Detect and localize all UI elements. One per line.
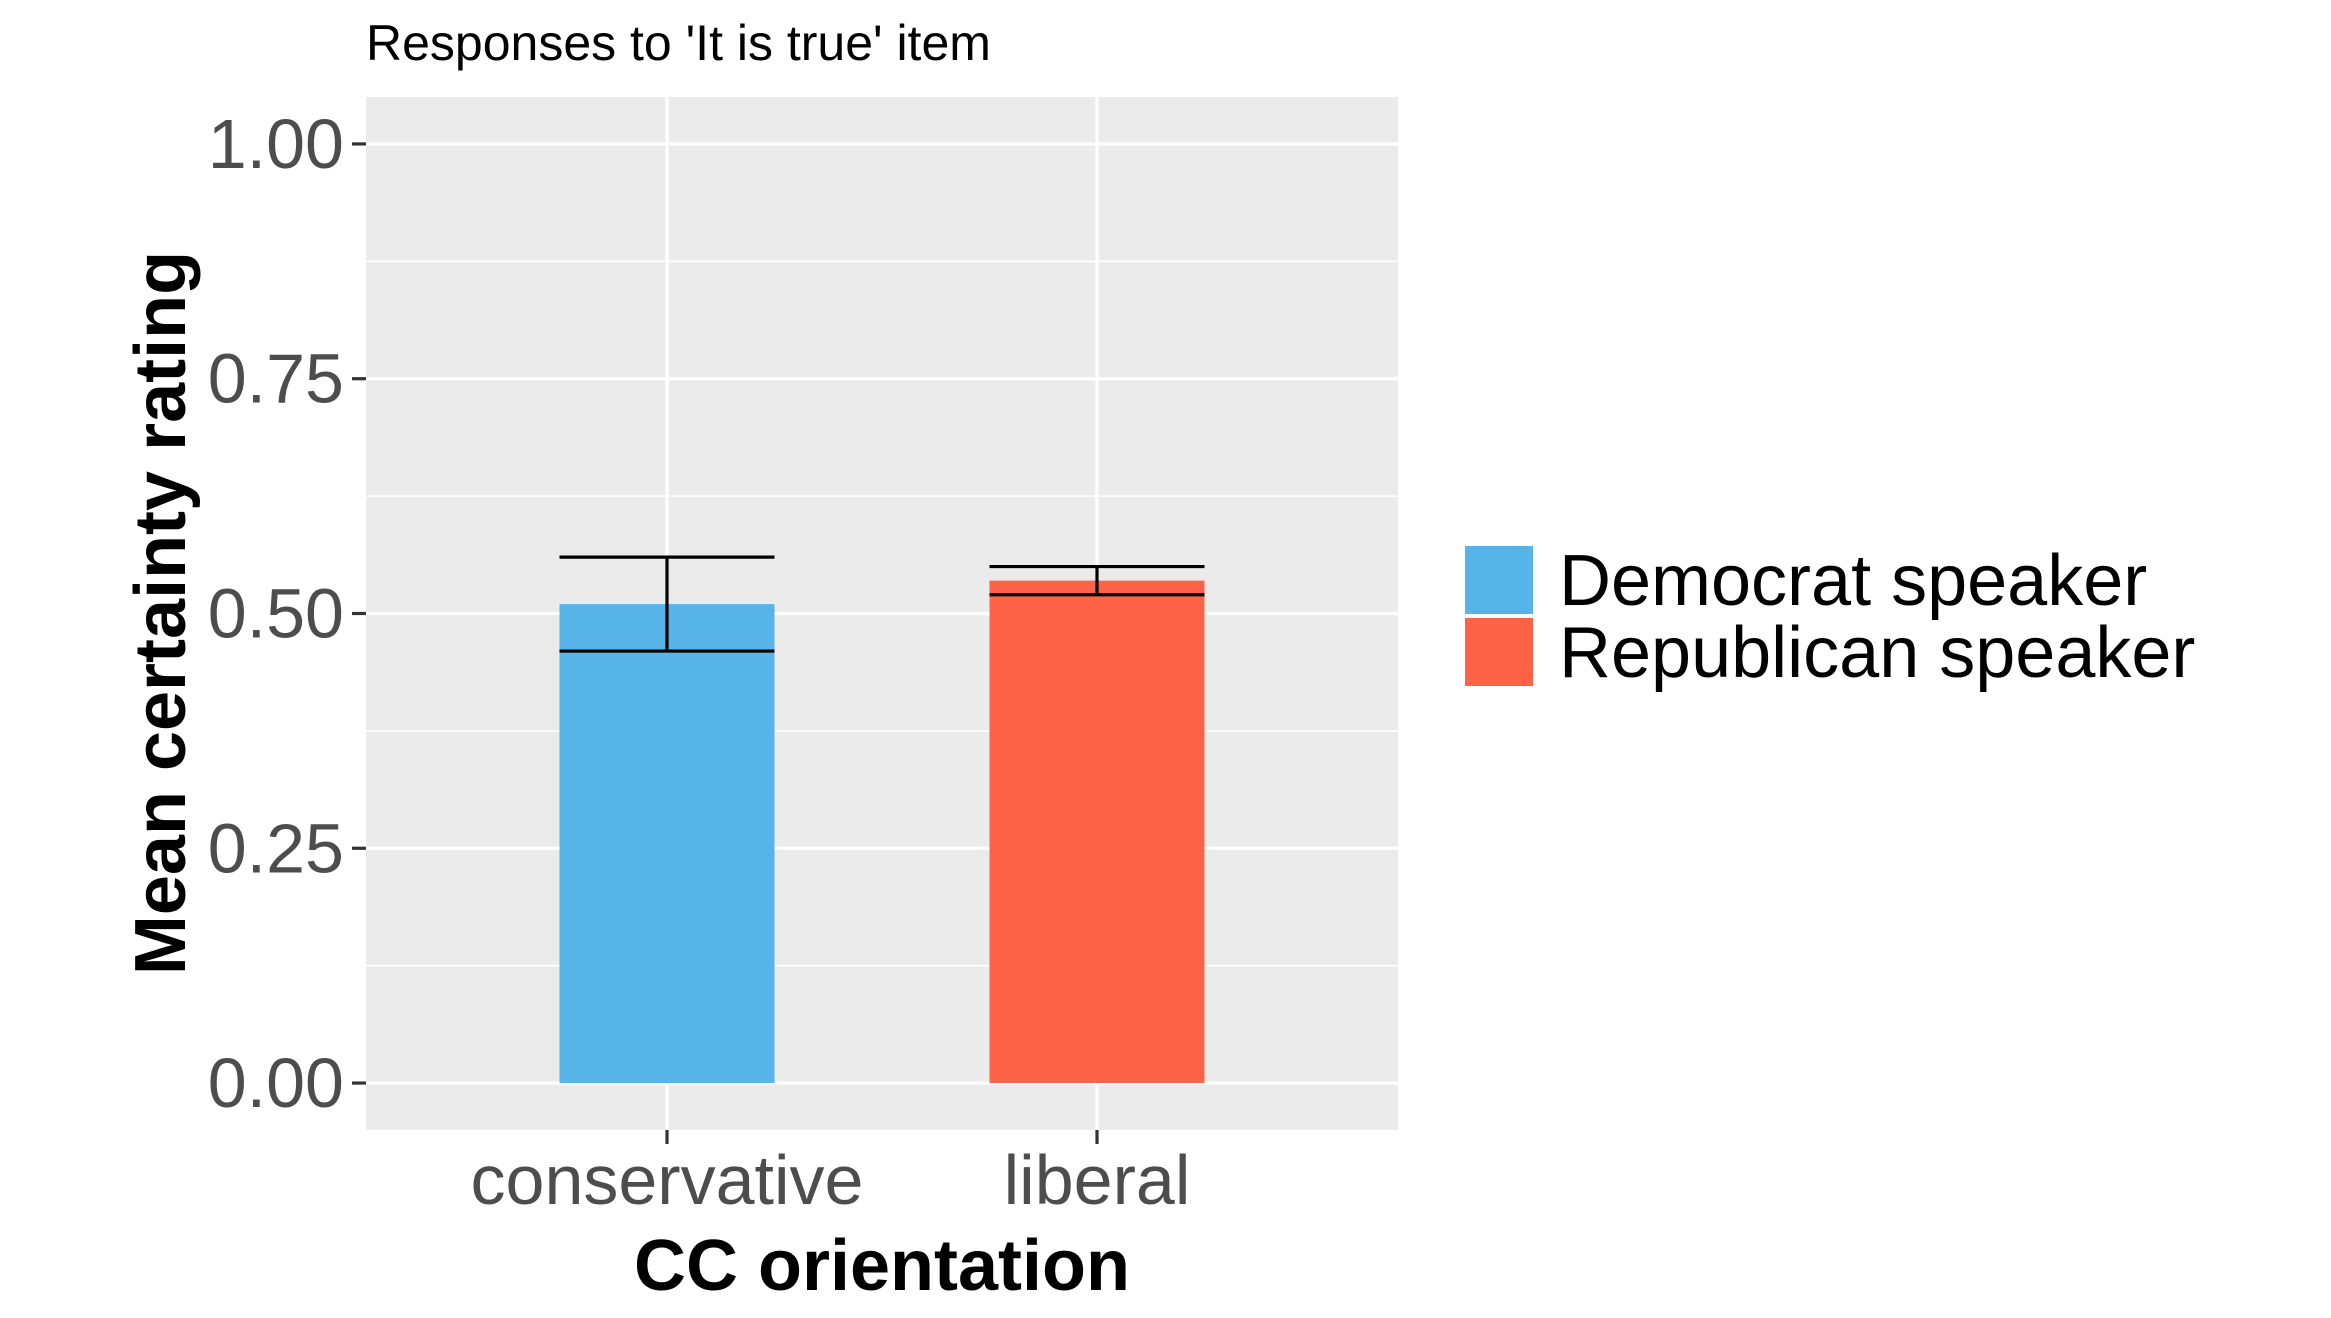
bars [559, 580, 1205, 1084]
bar-liberal [989, 580, 1205, 1084]
x-tick-label: conservative [471, 1141, 864, 1219]
legend-label: Republican speaker [1559, 613, 2195, 693]
x-axis: conservative liberal [471, 1130, 1191, 1219]
error-bars [559, 555, 1205, 653]
y-tick-label: 0.75 [208, 340, 344, 418]
y-axis-title: Mean certainty rating [121, 251, 201, 975]
x-axis-title: CC orientation [634, 1226, 1130, 1306]
chart-title: Responses to 'It is true' item [366, 15, 991, 71]
y-tick-label: 0.00 [208, 1044, 344, 1122]
y-tick-label: 0.50 [208, 575, 344, 653]
x-tick-label: liberal [1004, 1141, 1191, 1219]
legend-key [1465, 618, 1533, 686]
bar-conservative [559, 604, 775, 1084]
minor-gridlines [366, 260, 1398, 967]
legend-key [1465, 546, 1533, 614]
y-axis: 0.00 0.25 0.50 0.75 1.00 [208, 105, 366, 1122]
legend-label: Democrat speaker [1559, 541, 2147, 621]
y-tick-label: 1.00 [208, 105, 344, 183]
y-tick-label: 0.25 [208, 809, 344, 887]
